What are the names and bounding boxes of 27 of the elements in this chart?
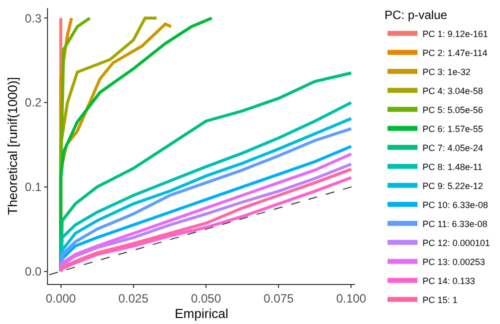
legend-label: PC 15: 1 [422,294,458,305]
x-tick-label: 0.100 [336,291,367,306]
legend-label: PC 13: 0.00253 [422,256,486,267]
y-tick-label: 0.2 [24,96,42,110]
legend-label: PC 7: 4.05e-24 [422,142,484,153]
legend-label: PC 14: 0.133 [422,276,476,286]
legend-label: PC 3: 1e-32 [422,66,471,77]
y-tick-label: 0.0 [24,264,42,279]
legend-label: PC 11: 6.33e-08 [422,218,488,229]
x-tick-label: 0.000 [46,291,76,306]
legend-label: PC 4: 3.04e-58 [422,86,484,96]
y-axis-title: Theoretical [runif(1000)] [4,76,20,216]
legend-label: PC 10: 6.33e-08 [422,200,488,210]
legend-label: PC 12: 0.000101 [422,238,490,248]
legend-label: PC 8: 1.48e-11 [422,162,482,172]
y-tick-label: 0.1 [24,180,42,194]
x-tick-label: 0.075 [264,291,294,306]
x-tick-label: 0.050 [190,291,222,306]
legend-label: PC 2: 1.47e-114 [422,48,488,58]
legend-label: PC 5: 5.05e-56 [422,104,484,115]
legend-label: PC 1: 9.12e-161 [422,28,488,39]
y-tick-label: 0.3 [24,11,42,26]
legend-label: PC 9: 5.22e-12 [422,180,484,191]
x-tick-label: 0.025 [118,291,149,306]
legend-title: PC: p-value [384,8,448,22]
legend-label: PC 6: 1.57e-55 [422,124,484,134]
x-axis-title: Empirical [174,306,228,321]
